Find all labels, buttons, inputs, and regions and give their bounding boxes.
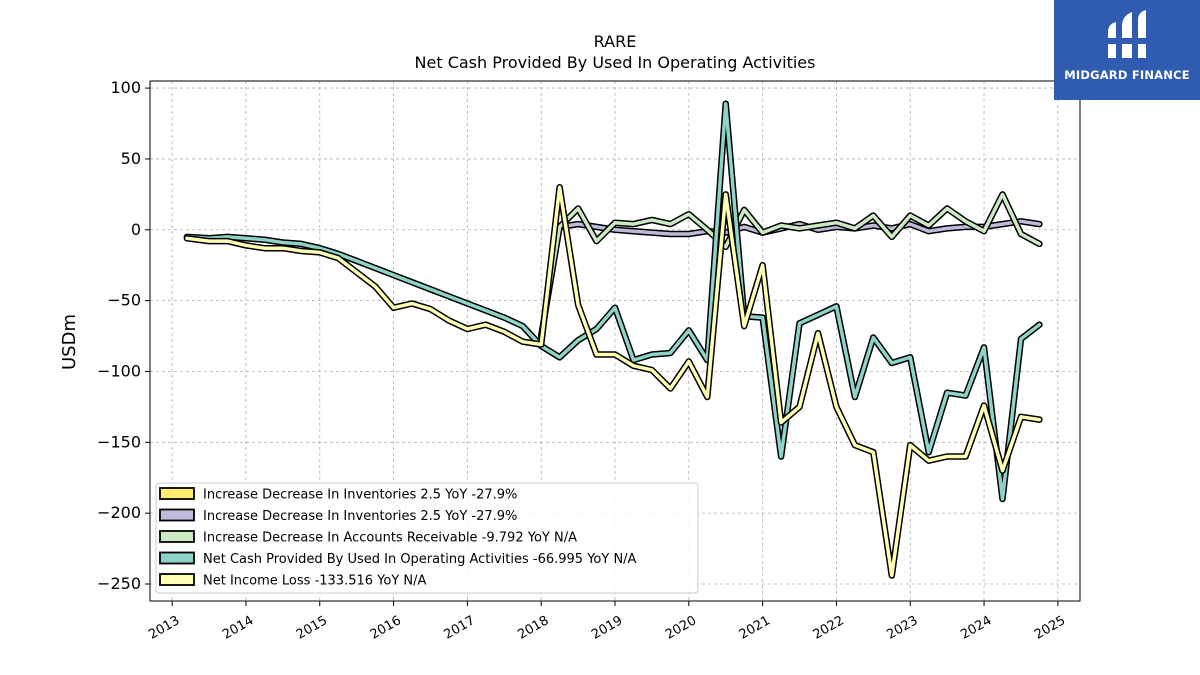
legend-swatch xyxy=(159,573,195,586)
legend-swatch xyxy=(159,551,195,565)
legend-label: Increase Decrease In Accounts Receivable… xyxy=(203,531,577,546)
legend-swatch xyxy=(159,487,195,500)
legend-label: Increase Decrease In Inventories 2.5 YoY… xyxy=(203,509,517,524)
legend-swatch xyxy=(159,508,195,522)
brand-text: MIDGARD FINANCE xyxy=(1064,68,1190,82)
y-tick-label: −250 xyxy=(97,574,141,593)
legend-box xyxy=(155,482,699,594)
series-line-0 xyxy=(557,219,1042,236)
x-tick-label: 2014 xyxy=(220,613,256,643)
series-line-2 xyxy=(185,101,1042,501)
y-tick-label: −100 xyxy=(97,361,141,380)
x-tick-label: 2022 xyxy=(811,613,847,643)
plot-frame xyxy=(149,80,1081,602)
legend-swatch xyxy=(159,530,195,543)
chart-subtitle: Net Cash Provided By Used In Operating A… xyxy=(415,53,816,72)
x-tick-label: 2025 xyxy=(1032,613,1068,643)
y-tick-label: 0 xyxy=(131,220,141,239)
brand-logo: MIDGARD FINANCE xyxy=(1054,0,1200,100)
series-outline-2 xyxy=(183,100,1043,503)
y-tick-label: −150 xyxy=(97,432,141,451)
x-tick-label: 2019 xyxy=(589,613,625,643)
x-tick-label: 2017 xyxy=(442,613,478,643)
x-tick-label: 2021 xyxy=(737,613,773,643)
x-tick-label: 2018 xyxy=(515,613,551,643)
legend-label: Increase Decrease In Inventories 2.5 YoY… xyxy=(203,488,517,503)
legend-label: Net Cash Provided By Used In Operating A… xyxy=(203,552,637,567)
y-tick-label: 100 xyxy=(110,78,141,97)
series-line-1 xyxy=(539,192,1042,338)
x-tick-label: 2020 xyxy=(663,613,699,643)
series-layer xyxy=(183,100,1043,579)
midgard-logo-icon xyxy=(1106,10,1148,58)
y-tick-label: 50 xyxy=(121,149,141,168)
x-tick-label: 2023 xyxy=(884,613,920,643)
series-line-3 xyxy=(185,185,1042,578)
y-tick-label: −50 xyxy=(107,291,141,310)
y-axis-label: USDm xyxy=(59,314,80,370)
chart-title: RARE xyxy=(594,32,637,51)
legend: Increase Decrease In Inventories 2.5 YoY… xyxy=(155,482,699,594)
x-tick-label: 2016 xyxy=(368,613,404,643)
y-tick-label: −200 xyxy=(97,503,141,522)
x-tick-label: 2024 xyxy=(958,613,994,643)
x-tick-label: 2013 xyxy=(146,613,182,643)
legend-label: Net Income Loss -133.516 YoY N/A xyxy=(203,574,426,589)
x-tick-label: 2015 xyxy=(294,613,330,643)
